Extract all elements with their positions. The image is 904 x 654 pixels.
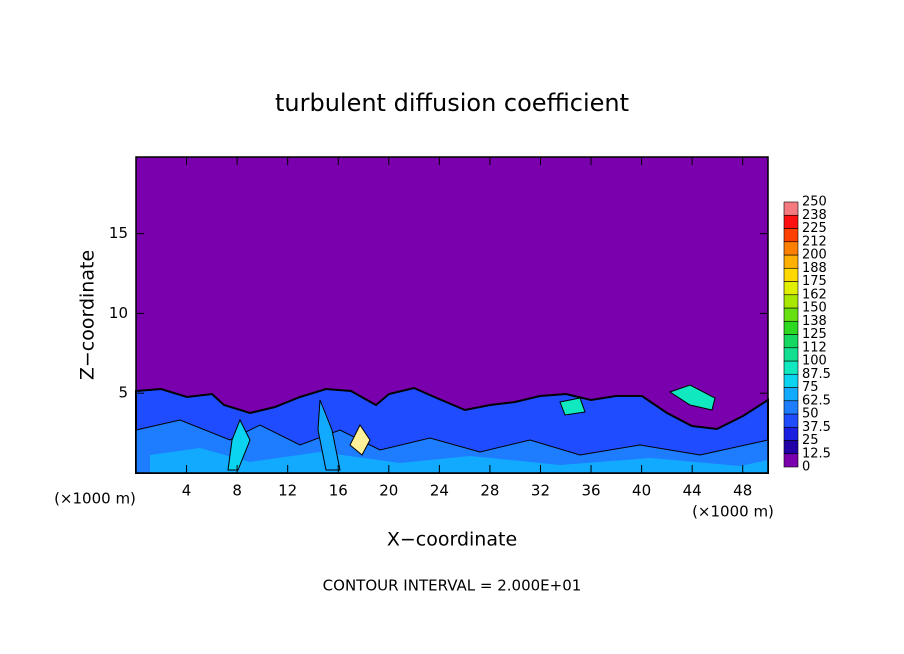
field-region: [349, 424, 371, 456]
colorbar-box: [783, 453, 799, 468]
footer-note: CONTOUR INTERVAL = 2.000E+01: [323, 577, 582, 595]
colorbar-box: [783, 360, 799, 375]
colorbar-label: 50: [802, 407, 819, 422]
colorbar-label: 162: [802, 287, 827, 302]
colorbar-box: [783, 254, 799, 269]
contour-field: [135, 157, 769, 474]
x-tick-label: 16: [329, 482, 348, 500]
field-region: [668, 384, 716, 411]
field-region: [227, 418, 251, 471]
chart-title: turbulent diffusion coefficient: [275, 89, 629, 117]
colorbar-box: [783, 373, 799, 388]
x-axis-label: X−coordinate: [387, 529, 517, 551]
x-tick-label: 12: [278, 482, 297, 500]
colorbar-label: 87.5: [802, 367, 831, 382]
colorbar-box: [783, 334, 799, 349]
x-tick-label: 8: [232, 482, 242, 500]
y-tick-label: 5: [118, 384, 128, 402]
colorbar-box: [783, 347, 799, 362]
colorbar-label: 37.5: [802, 420, 831, 435]
colorbar-box: [783, 214, 799, 229]
colorbar-label: 62.5: [802, 393, 831, 408]
x-tick-label: 44: [683, 482, 702, 500]
x-tick-label: 48: [733, 482, 752, 500]
x-tick-label: 40: [632, 482, 651, 500]
x-tick-label: 36: [581, 482, 600, 500]
colorbar-label: 188: [802, 261, 827, 276]
x-unit-label: (×1000 m): [692, 503, 774, 521]
colorbar-label: 238: [802, 208, 827, 223]
x-unit-label: (×1000 m): [54, 490, 136, 508]
colorbar-label: 150: [802, 301, 827, 316]
colorbar-label: 75: [802, 380, 819, 395]
y-tick-label: 15: [109, 224, 128, 242]
colorbar-label: 0: [802, 460, 810, 475]
colorbar-label: 212: [802, 234, 827, 249]
colorbar-box: [783, 201, 799, 216]
y-axis-label: Z−coordinate: [77, 250, 99, 380]
colorbar-box: [783, 320, 799, 335]
x-tick-label: 20: [379, 482, 398, 500]
x-tick-label: 4: [182, 482, 192, 500]
x-tick-label: 28: [480, 482, 499, 500]
x-tick-label: 32: [531, 482, 550, 500]
colorbar-label: 138: [802, 314, 827, 329]
colorbar-label: 25: [802, 433, 819, 448]
colorbar-box: [783, 228, 799, 243]
field-region: [317, 399, 341, 471]
x-tick-label: 24: [430, 482, 449, 500]
colorbar-label: 225: [802, 221, 827, 236]
colorbar-label: 100: [802, 354, 827, 369]
y-tick-label: 10: [109, 304, 128, 322]
field-region: [559, 397, 586, 416]
colorbar-box: [783, 426, 799, 441]
colorbar-box: [783, 281, 799, 296]
colorbar-label: 250: [802, 195, 827, 210]
colorbar-box: [783, 413, 799, 428]
field-region: [150, 448, 768, 473]
colorbar-box: [783, 387, 799, 402]
colorbar-box: [783, 400, 799, 415]
plot-frame: [135, 156, 769, 474]
colorbar-box: [783, 440, 799, 455]
colorbar-box: [783, 241, 799, 256]
colorbar-label: 12.5: [802, 446, 831, 461]
colorbar-label: 125: [802, 327, 827, 342]
colorbar-box: [783, 267, 799, 282]
colorbar-label: 200: [802, 248, 827, 263]
colorbar-label: 112: [802, 340, 827, 355]
colorbar-box: [783, 294, 799, 309]
colorbar-box: [783, 307, 799, 322]
colorbar-label: 175: [802, 274, 827, 289]
